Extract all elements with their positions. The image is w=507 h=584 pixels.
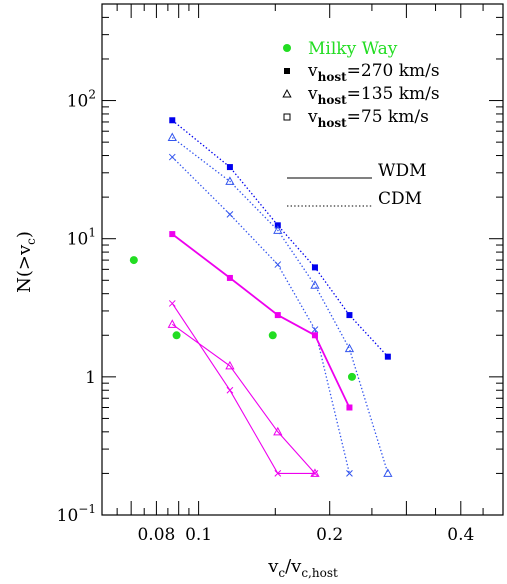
legend-host-marker-0 — [284, 68, 290, 74]
y-axis-label-sub: c — [24, 238, 38, 245]
x-axis-label-sub2: c,host — [301, 566, 338, 580]
y-axis-label: N(>vc) — [14, 231, 38, 293]
series-2-point-2 — [274, 261, 282, 268]
legend-milky-way-label: Milky Way — [308, 39, 398, 59]
y-tick-labels: 10−1 1 101 102 — [57, 88, 96, 526]
series-layer — [167, 117, 393, 477]
series-4 — [167, 319, 320, 477]
series-1-point-0 — [167, 132, 177, 142]
series-1-point-4 — [344, 343, 355, 353]
x-axis-label-main: v — [267, 556, 279, 577]
x-axis-label: vc/vc,host — [267, 556, 338, 580]
legend-host-marker-2 — [283, 113, 291, 121]
legend-host-marker-1 — [282, 88, 292, 98]
legend-style-label-1: CDM — [378, 189, 422, 209]
y-tick-label-2: 101 — [67, 226, 96, 250]
y-tick-label-3: 102 — [67, 88, 96, 112]
series-3-point-2 — [274, 312, 281, 319]
series-2-point-3 — [311, 326, 319, 333]
x-tick-label-3: 0.4 — [447, 525, 474, 545]
legend-host-label-2: vhost=75 km/s — [307, 107, 429, 130]
series-0-point-5 — [384, 353, 391, 360]
y-tick-label-1: 1 — [85, 368, 96, 388]
legend-style-label-0: WDM — [378, 161, 427, 181]
milky-way-point-1 — [172, 331, 181, 340]
series-2-line — [171, 156, 351, 474]
x-tick-label-2: 0.2 — [316, 525, 343, 545]
series-0 — [169, 117, 391, 360]
y-axis-label-tail: ) — [14, 231, 35, 238]
series-1-point-3 — [310, 280, 320, 289]
series-2 — [168, 153, 353, 477]
milky-way-point-0 — [129, 256, 138, 265]
series-5-line — [171, 303, 315, 474]
series-0-point-1 — [226, 164, 233, 171]
x-tick-labels: 0.08 0.1 0.2 0.4 — [137, 525, 474, 545]
series-4-point-2 — [273, 426, 283, 436]
series-3-point-1 — [226, 274, 233, 281]
legend-host-label-0: vhost=270 km/s — [307, 61, 440, 84]
series-5-point-2 — [274, 470, 282, 477]
series-4-point-0 — [167, 319, 177, 328]
series-0-point-4 — [346, 312, 353, 319]
series-1-point-1 — [225, 176, 235, 185]
legend-host-label-1: vhost=135 km/s — [307, 84, 440, 107]
series-2-point-1 — [226, 211, 234, 218]
series-0-point-0 — [169, 117, 176, 124]
series-4-line — [171, 323, 316, 474]
series-4-point-1 — [225, 360, 235, 370]
series-0-point-3 — [311, 264, 318, 271]
milky-way-point-3 — [347, 372, 356, 381]
series-5-point-1 — [226, 386, 234, 394]
series-3-point-3 — [311, 332, 318, 339]
x-axis-label-sub1: c — [278, 566, 285, 580]
series-1-point-5 — [383, 468, 393, 477]
series-3-line — [171, 233, 351, 408]
series-1-point-2 — [273, 225, 283, 234]
series-5-point-0 — [168, 300, 176, 307]
plot-frame — [101, 3, 504, 516]
series-3-point-4 — [346, 404, 353, 411]
series-3-point-0 — [169, 231, 176, 238]
series-5 — [168, 300, 319, 477]
milky-way-points — [129, 256, 356, 381]
series-2-point-4 — [346, 470, 353, 477]
series-1 — [167, 132, 393, 477]
x-axis-label-mid: /v — [285, 556, 302, 577]
milky-way-point-2 — [268, 331, 277, 340]
series-2-point-0 — [168, 153, 176, 161]
axis-ticks — [101, 3, 504, 516]
x-tick-label-0: 0.08 — [137, 525, 175, 545]
legend-milky-way-marker — [283, 44, 291, 52]
series-0-line — [171, 119, 389, 358]
series-1-line — [171, 136, 389, 474]
y-tick-label-0: 10−1 — [57, 502, 96, 526]
y-axis-label-main: N(>v — [14, 244, 35, 293]
x-tick-label-1: 0.1 — [185, 525, 212, 545]
series-5-point-3 — [311, 470, 319, 477]
series-3 — [169, 231, 353, 411]
